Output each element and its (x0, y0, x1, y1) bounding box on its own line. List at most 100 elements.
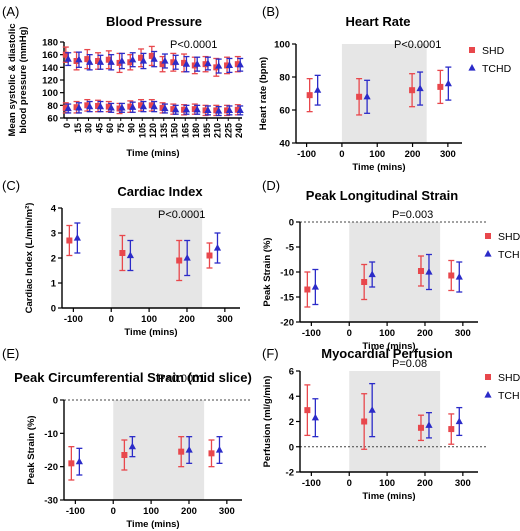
x-tick-label: -100 (302, 328, 321, 339)
x-tick-label: 45 (94, 123, 104, 133)
tchd-point (73, 234, 81, 241)
shd-point (361, 279, 368, 285)
panel-label: (B) (262, 4, 279, 19)
x-axis-label: Time (mins) (126, 148, 179, 159)
y-tick-label: 100 (274, 40, 290, 51)
tchd-point (172, 58, 180, 65)
legend-tchd-marker (468, 64, 476, 71)
tchd-point (182, 60, 191, 67)
x-tick-label: -100 (64, 314, 83, 325)
y-axis-label: Mean systolic & diastolic (7, 24, 18, 137)
tchd-point (161, 57, 169, 64)
tchd-point (213, 244, 222, 251)
y-tick-label: 120 (42, 76, 58, 87)
y-tick-label: 100 (42, 88, 58, 99)
p-value: P<0.0001 (170, 39, 217, 51)
shd-point (181, 106, 188, 113)
panel-b: (B) Heart Rate 40 60 80 100 -100 0 100 200 300 Time… (258, 4, 512, 173)
shd-point (191, 106, 198, 113)
panel-label: (C) (2, 178, 20, 193)
shd-point (84, 102, 91, 109)
shd-point (448, 272, 455, 279)
shd-point (121, 452, 128, 458)
y-tick-label: 60 (279, 106, 290, 117)
shd-point (304, 407, 311, 414)
y-tick-label: 0 (53, 396, 58, 407)
tchd-point (225, 61, 234, 69)
panel-d: (D) Peak Longitudinal Strain -20 -15 -10 -5 0 -… (262, 178, 520, 352)
x-tick-label: 300 (455, 478, 471, 489)
x-tick-label: 135 (159, 123, 169, 138)
tchd-point (75, 457, 83, 465)
shd-point (159, 61, 166, 68)
legend-tchd-marker (484, 391, 492, 398)
panel-label: (D) (262, 178, 280, 193)
tchd-point (193, 60, 201, 67)
tchd-point (455, 273, 463, 280)
panel-c: (C) Cardiac Index 0 1 2 3 4 -100 0 100 200 300 Time … (2, 178, 240, 338)
chart-title: Cardiac Index (117, 184, 203, 199)
x-tick-label: 100 (379, 478, 395, 489)
tchd-point (416, 84, 424, 92)
legend-tchd-label: TCHD (498, 249, 520, 261)
y-tick-label: 80 (47, 101, 58, 112)
tchd-point (172, 105, 180, 113)
y-tick-label: 140 (42, 63, 58, 74)
legend-tchd-label: TCHD (482, 63, 512, 75)
tchd-point (161, 104, 169, 112)
x-axis-label: Time (mins) (362, 341, 415, 352)
shd-point (224, 107, 231, 114)
y-tick-label: 4 (289, 392, 295, 403)
y-tick-label: 6 (289, 367, 294, 378)
y-tick-label: 1 (51, 279, 57, 290)
shd-point (234, 61, 241, 68)
y-tick-label: -20 (44, 462, 58, 473)
tchd-point (363, 92, 371, 100)
tchd-point (128, 442, 136, 450)
p-value: P=0.08 (392, 358, 427, 370)
x-tick-label: 30 (84, 123, 94, 133)
shd-point (306, 92, 313, 99)
x-tick-label: 200 (405, 149, 421, 160)
y-tick-label: 0 (289, 442, 294, 453)
y-tick-label: 40 (279, 139, 290, 150)
tchd-point (425, 421, 433, 428)
panel-f: (F) Myocardial Perfusion -2 0 2 4 6 -100 0 100 200… (262, 346, 520, 502)
legend-shd-marker (485, 374, 491, 380)
x-tick-label: 0 (339, 149, 344, 160)
shd-point (304, 286, 311, 293)
x-tick-label: -100 (66, 506, 85, 517)
x-tick-label: 200 (417, 478, 433, 489)
y-axis-label: Peak Strain (%) (26, 415, 37, 484)
shd-point (119, 250, 126, 256)
shd-point (206, 252, 213, 259)
tchd-point (129, 55, 137, 63)
y-tick-label: -2 (286, 468, 294, 479)
x-tick-label: 15 (73, 123, 83, 133)
x-tick-label: 210 (213, 123, 223, 138)
x-tick-label: 90 (127, 123, 137, 133)
tchd-point (444, 79, 452, 87)
shd-point (66, 237, 73, 244)
x-axis-label: Time (mins) (124, 327, 177, 338)
tchd-point (107, 58, 115, 65)
legend-shd-marker (485, 233, 491, 239)
tchd-point (107, 103, 115, 111)
shd-point (213, 107, 220, 114)
shd-point (62, 104, 69, 111)
y-axis-label: Heart rate (bpm) (258, 57, 269, 130)
x-axis-label: Time (mins) (352, 162, 405, 173)
x-tick-label: 100 (369, 149, 385, 160)
chart-title: Blood Pressure (106, 14, 202, 29)
tchd-point (86, 102, 94, 110)
tchd-point (150, 55, 158, 62)
tchd-point (183, 254, 191, 261)
p-value: P<0.0001 (158, 209, 205, 221)
y-tick-label: 180 (42, 38, 58, 49)
panel-label: (A) (2, 4, 19, 19)
y-tick-label: -20 (280, 318, 294, 329)
tchd-point (311, 283, 319, 290)
x-axis-label: Time (mins) (126, 519, 179, 530)
tchd-point (182, 105, 191, 113)
